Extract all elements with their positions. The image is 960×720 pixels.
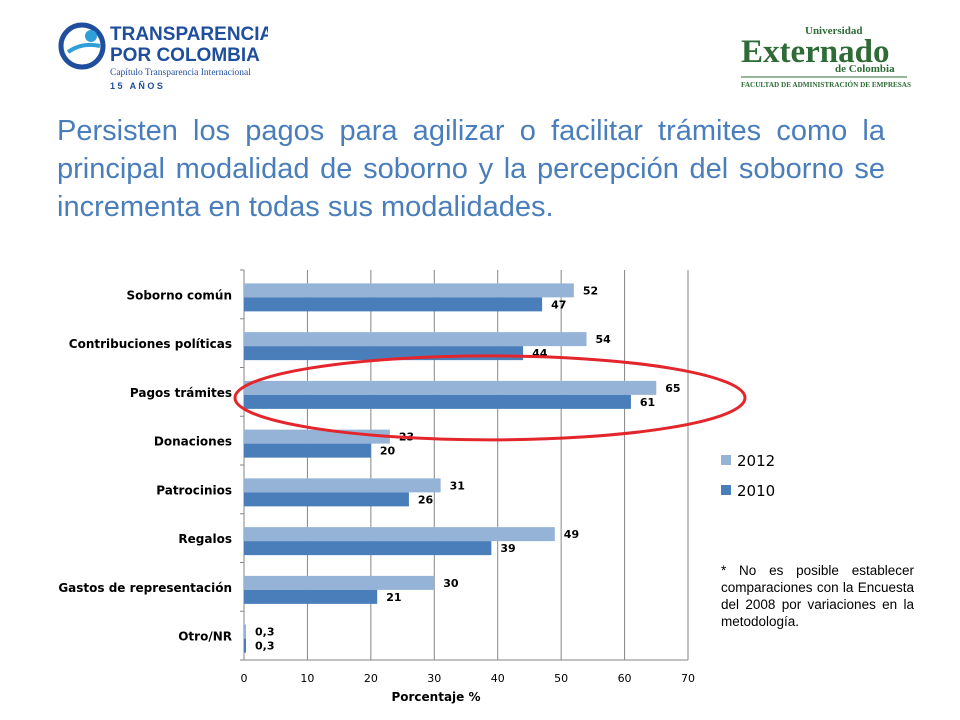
x-tick-label: 20 (364, 672, 378, 685)
logo-right-line3: de Colombia (835, 63, 895, 75)
data-label-2010-4: 26 (418, 493, 434, 506)
data-label-2010-7: 0,3 (255, 640, 275, 653)
transparencia-emblem-dot (85, 30, 97, 42)
methodology-note: * No es posible establecer comparaciones… (721, 563, 914, 629)
data-label-2010-6: 21 (386, 591, 401, 604)
data-label-2010-0: 47 (551, 298, 566, 311)
x-tick-label: 40 (491, 672, 505, 685)
slide-title: Persisten los pagos para agilizar o faci… (57, 115, 885, 223)
data-label-2012-7: 0,3 (255, 626, 275, 639)
logo-left-line3: Capítulo Transparencia Internacional (110, 68, 251, 78)
bar-2012-7 (244, 624, 246, 639)
x-tick-label: 50 (554, 672, 568, 685)
category-label-0: Soborno común (126, 288, 232, 302)
data-label-2012-1: 54 (596, 333, 612, 346)
data-label-2012-4: 31 (450, 479, 465, 492)
bar-2012-5 (244, 527, 555, 542)
transparencia-logo: TRANSPARENCIA POR COLOMBIA Capítulo Tran… (58, 16, 274, 94)
legend-swatch-2012 (721, 455, 731, 465)
category-label-5: Regalos (178, 532, 232, 546)
logo-left-line1: TRANSPARENCIA (110, 24, 268, 45)
bar-2010-0 (244, 297, 543, 312)
legend-label-2012: 2012 (737, 452, 775, 470)
chart-legend: 2012 2010 (721, 452, 775, 500)
x-tick-label: 0 (241, 672, 248, 685)
data-label-2010-3: 20 (380, 445, 396, 458)
category-label-4: Patrocinios (156, 483, 232, 497)
data-label-2010-2: 61 (640, 396, 655, 409)
data-label-2010-5: 39 (500, 542, 515, 555)
legend-label-2010: 2010 (737, 482, 775, 500)
bar-2012-6 (244, 575, 435, 590)
bar-2012-2 (244, 380, 657, 395)
x-tick-label: 60 (618, 672, 632, 685)
x-tick-label: 10 (300, 672, 314, 685)
bar-2010-2 (244, 394, 631, 409)
category-labels: Soborno común Contribuciones políticas Pag… (58, 288, 232, 643)
bar-2010-5 (244, 541, 492, 556)
bar-2010-1 (244, 346, 524, 361)
data-label-2012-2: 65 (665, 382, 680, 395)
legend-swatch-2010 (721, 485, 731, 495)
category-label-7: Otro/NR (178, 630, 232, 644)
logo-right-line4: FACULTAD DE ADMINISTRACIÓN DE EMPRESAS (741, 79, 911, 89)
category-label-2: Pagos trámites (130, 386, 232, 400)
x-tick-label: 30 (427, 672, 441, 685)
data-label-2012-6: 30 (443, 577, 459, 590)
bar-2012-0 (244, 283, 574, 298)
category-label-1: Contribuciones políticas (69, 337, 232, 351)
logo-left-line2: POR COLOMBIA (110, 45, 260, 66)
logo-left-line4: 1 5 A Ñ O S (110, 81, 163, 91)
logo-right-line2: Externado (741, 34, 890, 70)
bar-2010-7 (244, 638, 246, 653)
bar-2012-4 (244, 478, 441, 493)
transparencia-emblem-icon (58, 22, 106, 70)
data-label-2012-5: 49 (564, 528, 579, 541)
data-label-2012-0: 52 (583, 284, 598, 297)
bar-2012-1 (244, 332, 587, 347)
bar-2010-6 (244, 589, 378, 604)
externado-logo: Universidad Externado de Colombia FACULT… (735, 22, 915, 92)
category-label-6: Gastos de representación (58, 581, 232, 595)
x-tick-labels: 0 10 20 30 40 50 60 70 (241, 672, 696, 685)
bar-2012-3 (244, 429, 390, 444)
bar-2010-4 (244, 492, 409, 507)
logo-right-line1: Universidad (805, 25, 862, 37)
bar-2010-3 (244, 443, 371, 458)
x-tick-label: 70 (681, 672, 695, 685)
x-axis-label: Porcentaje % (391, 690, 480, 704)
highlight-ellipse (233, 354, 747, 442)
category-label-3: Donaciones (154, 435, 232, 449)
